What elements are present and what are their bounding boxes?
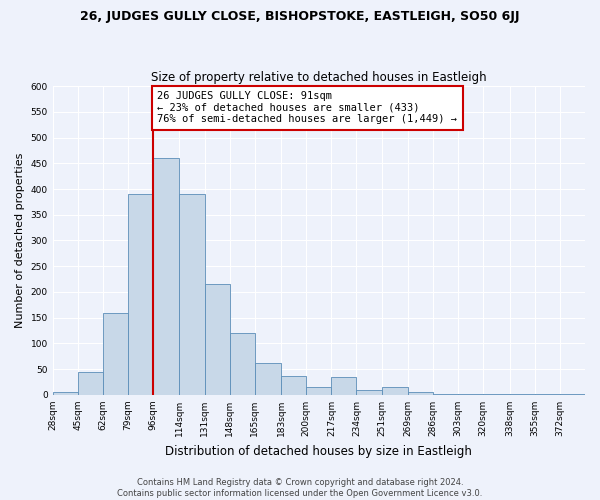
Text: Contains HM Land Registry data © Crown copyright and database right 2024.
Contai: Contains HM Land Registry data © Crown c… xyxy=(118,478,482,498)
Bar xyxy=(331,377,356,395)
Bar xyxy=(179,194,205,395)
Bar xyxy=(254,363,281,395)
Bar xyxy=(306,387,331,395)
Bar xyxy=(433,394,458,395)
Bar xyxy=(153,158,179,395)
Bar xyxy=(560,394,585,395)
Bar xyxy=(128,194,153,395)
Bar xyxy=(483,394,510,395)
Text: 26, JUDGES GULLY CLOSE, BISHOPSTOKE, EASTLEIGH, SO50 6JJ: 26, JUDGES GULLY CLOSE, BISHOPSTOKE, EAS… xyxy=(80,10,520,23)
Bar xyxy=(103,312,128,395)
Title: Size of property relative to detached houses in Eastleigh: Size of property relative to detached ho… xyxy=(151,70,487,84)
X-axis label: Distribution of detached houses by size in Eastleigh: Distribution of detached houses by size … xyxy=(166,444,472,458)
Bar xyxy=(408,392,433,395)
Bar xyxy=(78,372,103,395)
Bar xyxy=(281,376,306,395)
Bar xyxy=(535,394,560,395)
Bar xyxy=(53,392,78,395)
Y-axis label: Number of detached properties: Number of detached properties xyxy=(15,153,25,328)
Bar xyxy=(510,394,535,395)
Bar xyxy=(382,387,408,395)
Bar xyxy=(230,333,254,395)
Bar xyxy=(458,394,483,395)
Bar xyxy=(356,390,382,395)
Bar xyxy=(205,284,230,395)
Text: 26 JUDGES GULLY CLOSE: 91sqm
← 23% of detached houses are smaller (433)
76% of s: 26 JUDGES GULLY CLOSE: 91sqm ← 23% of de… xyxy=(157,91,457,124)
